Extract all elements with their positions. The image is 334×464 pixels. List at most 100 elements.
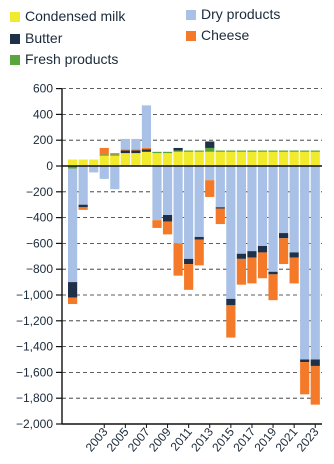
bar-dry-products-2007 xyxy=(141,105,152,148)
bar-condensed-milk-2015 xyxy=(226,151,236,166)
bar-cheese-2004 xyxy=(110,153,120,155)
bar-fresh-products-2014 xyxy=(215,150,225,152)
bar-condensed-milk-2017 xyxy=(247,151,257,166)
y-tick-label: −400 xyxy=(26,211,53,225)
bar-condensed-milk-2023 xyxy=(310,151,320,166)
bars xyxy=(68,105,320,405)
legend-swatch-dry-products xyxy=(186,10,196,20)
bar-condensed-milk-2008 xyxy=(152,153,162,166)
bar-butter-2006 xyxy=(131,150,141,154)
bar-condensed-milk-2011 xyxy=(184,151,194,166)
bar-dry-products-2006 xyxy=(131,138,141,150)
bar-condensed-milk-2018 xyxy=(257,151,268,166)
bar-dry-products-2014 xyxy=(215,166,225,208)
bar-dry-products-2013 xyxy=(205,166,215,181)
x-tick-label: 2017 xyxy=(230,425,258,455)
y-tick-labels: 600 400 200 0 −200 −400 −600 −800 −1,000 −1,200 −1… xyxy=(16,82,62,431)
x-tick-label: 2009 xyxy=(146,425,174,455)
bar-dry-products-2004 xyxy=(110,166,120,190)
y-tick-label: −600 xyxy=(26,236,53,250)
legend-swatch-condensed-milk xyxy=(10,12,20,22)
bar-dry-products-2017 xyxy=(247,166,257,252)
bar-dry-products-2012 xyxy=(194,166,204,237)
y-tick-label: 600 xyxy=(33,82,53,96)
bar-condensed-milk-2007 xyxy=(141,151,152,166)
bar-fresh-products-2019 xyxy=(268,150,278,152)
bar-cheese-2023 xyxy=(310,365,320,405)
bar-butter-2007 xyxy=(141,149,152,152)
bar-fresh-products-2016 xyxy=(236,150,246,152)
bar-cheese-2005 xyxy=(120,149,130,151)
bar-cheese-2020 xyxy=(279,238,289,265)
legend-label-dry-products: Dry products xyxy=(201,6,280,22)
bar-dry-products-2021 xyxy=(289,166,299,253)
bar-cheese-2007 xyxy=(141,147,152,150)
y-tick-label: −1,200 xyxy=(16,314,53,328)
bar-cheese-2018 xyxy=(257,252,268,279)
bar-dry-products-2023 xyxy=(310,166,320,360)
x-tick-label: 2013 xyxy=(188,425,216,455)
bar-butter-2019 xyxy=(268,271,278,275)
bar-butter-2022 xyxy=(300,359,310,363)
x-tick-label: 2021 xyxy=(273,425,301,455)
bar-butter-2014 xyxy=(215,207,225,209)
legend-label-cheese: Cheese xyxy=(201,27,249,43)
bar-condensed-milk-2013 xyxy=(205,151,215,166)
bar-dry-products-2008 xyxy=(152,166,162,221)
bar-dry-products-2019 xyxy=(268,166,278,272)
bar-cheese-2008 xyxy=(152,220,162,228)
bar-condensed-milk-2004 xyxy=(110,155,120,166)
bar-condensed-milk-2001 xyxy=(78,159,88,166)
bar-cheese-2014 xyxy=(215,208,225,225)
y-tick-label: 200 xyxy=(33,133,53,147)
legend-label-fresh-products: Fresh products xyxy=(25,51,118,67)
bar-condensed-milk-2000 xyxy=(68,159,78,166)
bar-cheese-2001 xyxy=(78,207,88,210)
bar-condensed-milk-2021 xyxy=(289,151,299,166)
bar-fresh-products-2017 xyxy=(247,150,257,152)
bar-cheese-2015 xyxy=(226,305,236,338)
bar-dry-products-2009 xyxy=(162,166,173,216)
bar-butter-2011 xyxy=(184,258,194,265)
bar-fresh-products-2010 xyxy=(173,150,183,152)
y-tick-label: 400 xyxy=(33,107,53,121)
y-tick-label: −1,600 xyxy=(16,365,53,379)
bar-butter-2012 xyxy=(194,236,204,240)
bar-butter-2023 xyxy=(310,359,320,366)
bar-butter-2000 xyxy=(68,282,78,298)
bar-cheese-2022 xyxy=(300,362,310,395)
bar-fresh-products-2018 xyxy=(257,150,268,152)
bar-fresh-products-2020 xyxy=(279,150,289,152)
bar-dry-products-2005 xyxy=(120,138,130,150)
y-tick-label: −800 xyxy=(26,262,53,276)
bar-butter-2016 xyxy=(236,253,246,259)
bar-condensed-milk-2016 xyxy=(236,151,246,166)
bar-butter-2015 xyxy=(226,298,236,306)
x-tick-label: 2003 xyxy=(83,425,111,455)
x-tick-label: 2011 xyxy=(168,425,196,454)
bar-fresh-products-2003 xyxy=(99,154,109,156)
bar-fresh-products-2004 xyxy=(110,154,120,156)
axes xyxy=(61,88,322,425)
bar-fresh-products-2022 xyxy=(300,150,310,152)
y-tick-label: −1,400 xyxy=(16,340,53,354)
bar-condensed-milk-2022 xyxy=(300,151,310,166)
bar-dry-products-2018 xyxy=(257,166,268,246)
x-tick-label: 2023 xyxy=(294,425,322,455)
bar-condensed-milk-2003 xyxy=(99,155,109,166)
bar-cheese-2016 xyxy=(236,258,246,285)
bar-butter-2009 xyxy=(162,215,173,222)
bar-dry-products-2000 xyxy=(68,168,78,283)
bar-cheese-2011 xyxy=(184,264,194,290)
bar-butter-2001 xyxy=(78,204,88,208)
bar-cheese-2003 xyxy=(99,147,109,155)
bar-fresh-products-2012 xyxy=(194,150,204,152)
bar-condensed-milk-2009 xyxy=(162,153,173,166)
y-tick-label: −2,000 xyxy=(16,417,53,431)
bar-fresh-products-2013 xyxy=(205,147,215,152)
bar-dry-products-2022 xyxy=(300,166,310,360)
legend-label-butter: Butter xyxy=(25,30,63,46)
bar-cheese-2013 xyxy=(205,180,215,197)
bar-condensed-milk-2014 xyxy=(215,151,225,166)
y-tick-label: −1,000 xyxy=(16,288,53,302)
